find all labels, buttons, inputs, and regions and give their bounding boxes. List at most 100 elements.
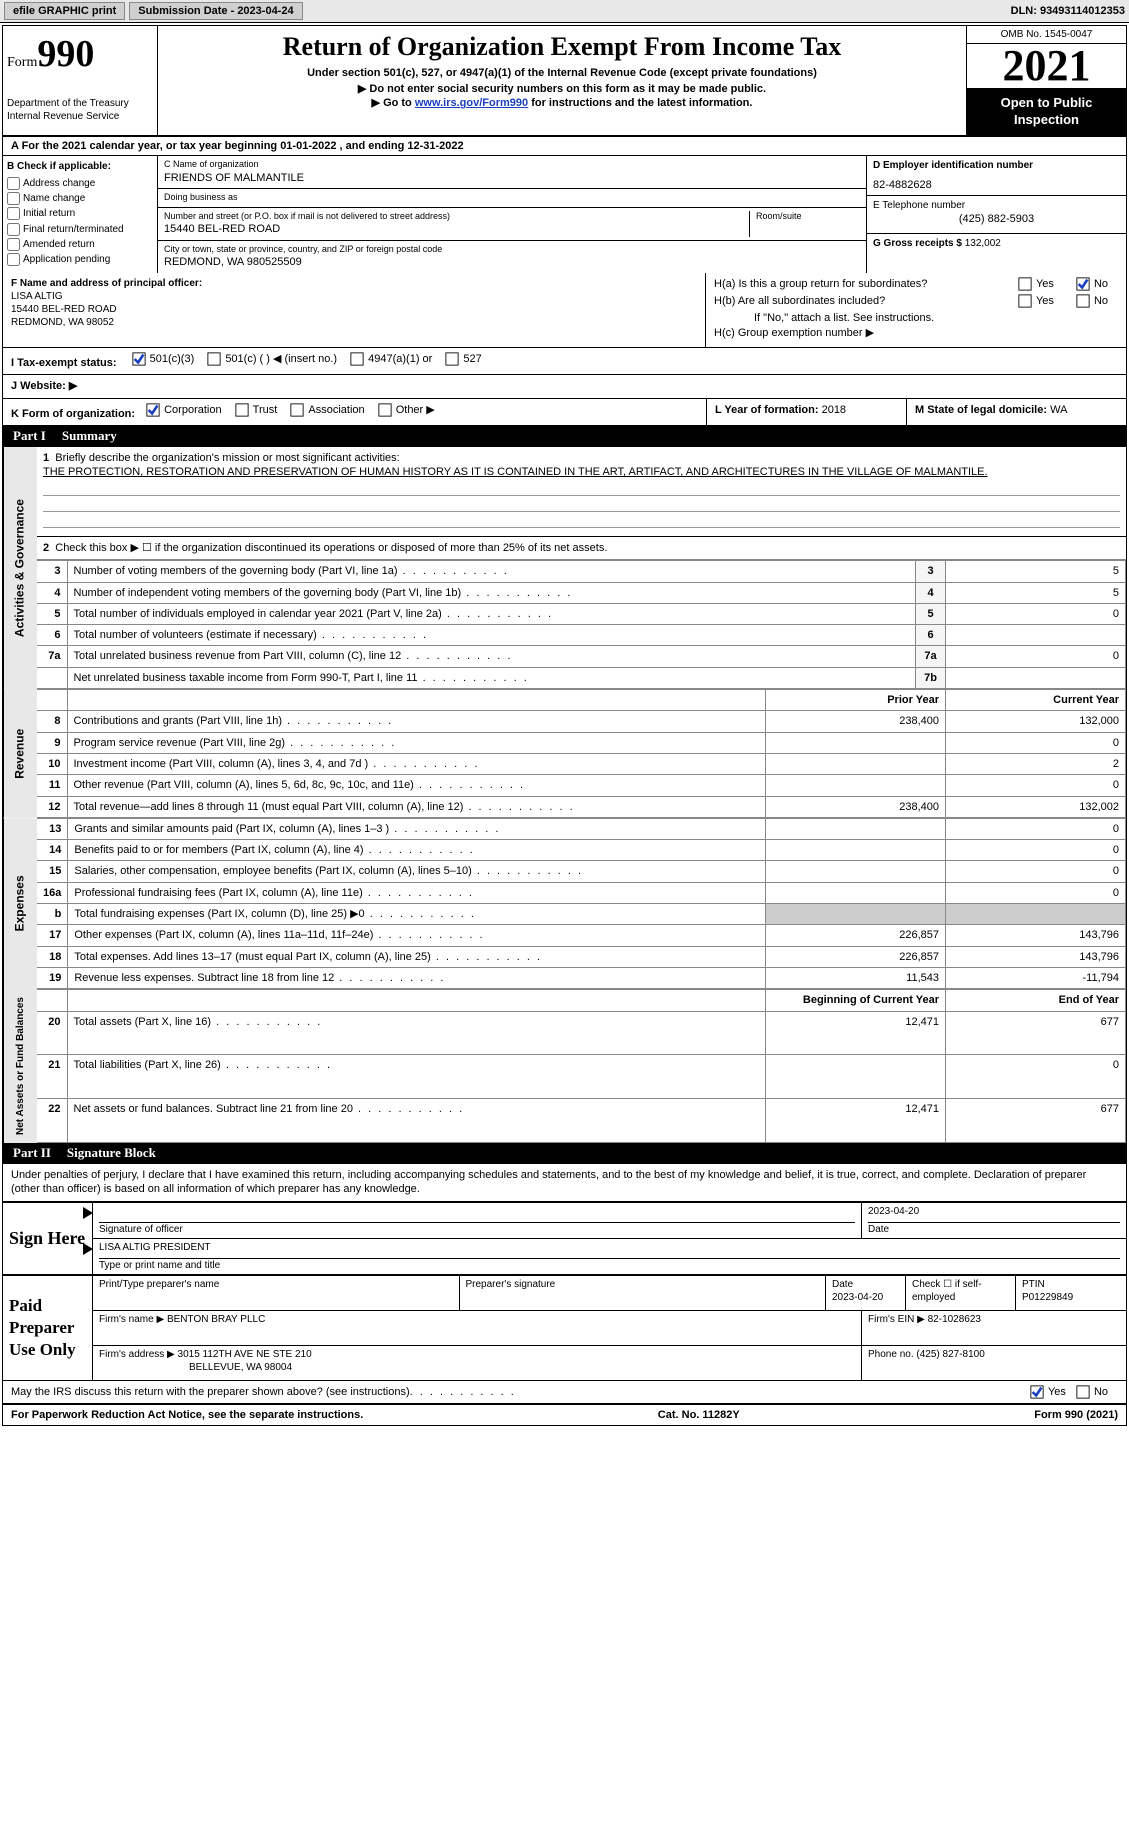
form-org-label: K Form of organization: bbox=[11, 408, 135, 420]
efile-print-button[interactable]: efile GRAPHIC print bbox=[4, 2, 125, 20]
chk-initial-return[interactable]: Initial return bbox=[7, 207, 153, 220]
form-title: Return of Organization Exempt From Incom… bbox=[166, 30, 958, 64]
revenue-section: Revenue Prior Year Current Year 8Contrib… bbox=[3, 689, 1126, 818]
officer-print-label: Type or print name and title bbox=[99, 1259, 1120, 1272]
mission-block: 1 Briefly describe the organization's mi… bbox=[37, 447, 1126, 537]
section-c-block: C Name of organization FRIENDS OF MALMAN… bbox=[158, 156, 866, 273]
arrow-icon bbox=[83, 1243, 93, 1255]
table-row: 7aTotal unrelated business revenue from … bbox=[37, 646, 1126, 667]
table-row: 10Investment income (Part VIII, column (… bbox=[37, 753, 1126, 774]
table-row: 6Total number of volunteers (estimate if… bbox=[37, 625, 1126, 646]
ssn-warning: ▶ Do not enter social security numbers o… bbox=[166, 82, 958, 96]
street-value: 15440 BEL-RED ROAD bbox=[164, 222, 743, 236]
chk-trust[interactable]: Trust bbox=[235, 403, 278, 417]
section-b-checkboxes: B Check if applicable: Address change Na… bbox=[3, 156, 158, 273]
fh-block: F Name and address of principal officer:… bbox=[3, 273, 1126, 348]
gross-receipts-label: G Gross receipts $ bbox=[873, 238, 962, 249]
table-row: 22Net assets or fund balances. Subtract … bbox=[37, 1099, 1126, 1143]
hb-no[interactable]: No bbox=[1076, 294, 1108, 308]
ha-yes[interactable]: Yes bbox=[1018, 277, 1054, 291]
chk-final-return[interactable]: Final return/terminated bbox=[7, 223, 153, 236]
form-number: 990 bbox=[37, 33, 94, 75]
chk-501c[interactable]: 501(c) ( ) ◀ (insert no.) bbox=[207, 352, 337, 366]
ein-value: 82-4882628 bbox=[873, 178, 1120, 192]
chk-association[interactable]: Association bbox=[290, 403, 364, 417]
website-label: J Website: ▶ bbox=[11, 380, 77, 392]
officer-addr2: REDMOND, WA 98052 bbox=[11, 316, 697, 329]
gross-receipts-value: 132,002 bbox=[965, 238, 1001, 249]
table-row: bTotal fundraising expenses (Part IX, co… bbox=[37, 904, 1126, 925]
firm-name: BENTON BRAY PLLC bbox=[167, 1314, 265, 1325]
chk-other[interactable]: Other ▶ bbox=[378, 403, 435, 417]
chk-name-change[interactable]: Name change bbox=[7, 192, 153, 205]
expenses-tab: Expenses bbox=[3, 818, 37, 989]
section-h-group: H(a) Is this a group return for subordin… bbox=[706, 273, 1126, 347]
form-number-block: Form990 Department of the Treasury Inter… bbox=[3, 26, 158, 135]
self-employed-check[interactable]: Check ☐ if self-employed bbox=[912, 1279, 982, 1303]
arrow-icon bbox=[83, 1207, 93, 1219]
discuss-no[interactable]: No bbox=[1076, 1385, 1108, 1399]
discuss-yes[interactable]: Yes bbox=[1030, 1385, 1066, 1399]
org-name: FRIENDS OF MALMANTILE bbox=[164, 171, 860, 185]
ha-label: H(a) Is this a group return for subordin… bbox=[714, 277, 927, 291]
year-formation: 2018 bbox=[822, 404, 846, 416]
signature-officer-label: Signature of officer bbox=[99, 1223, 855, 1236]
firm-addr1: 3015 112TH AVE NE STE 210 bbox=[178, 1349, 312, 1360]
officer-label: F Name and address of principal officer: bbox=[11, 277, 697, 290]
sign-here-block: Sign Here Signature of officer 2023-04-2… bbox=[3, 1202, 1126, 1275]
table-row: 16aProfessional fundraising fees (Part I… bbox=[37, 882, 1126, 903]
ha-no[interactable]: No bbox=[1076, 277, 1108, 291]
department-label: Department of the Treasury Internal Reve… bbox=[7, 97, 153, 123]
current-year-header: Current Year bbox=[946, 690, 1126, 711]
paid-preparer-label: Paid Preparer Use Only bbox=[3, 1276, 93, 1380]
section-i-row: I Tax-exempt status: 501(c)(3) 501(c) ( … bbox=[3, 348, 1126, 375]
governance-section: Activities & Governance 1 Briefly descri… bbox=[3, 447, 1126, 689]
irs-discuss-row: May the IRS discuss this return with the… bbox=[3, 1381, 1126, 1404]
chk-amended-return[interactable]: Amended return bbox=[7, 238, 153, 251]
officer-name: LISA ALTIG bbox=[11, 290, 697, 303]
prior-year-header: Prior Year bbox=[766, 690, 946, 711]
paperwork-notice: For Paperwork Reduction Act Notice, see … bbox=[11, 1408, 363, 1422]
firm-addr2: BELLEVUE, WA 98004 bbox=[99, 1362, 292, 1373]
telephone-label: E Telephone number bbox=[873, 199, 1120, 212]
chk-527[interactable]: 527 bbox=[445, 352, 481, 366]
room-label: Room/suite bbox=[756, 211, 860, 223]
chk-address-change[interactable]: Address change bbox=[7, 177, 153, 190]
part-2-header: Part II Signature Block bbox=[3, 1143, 1126, 1164]
officer-print-name: LISA ALTIG PRESIDENT bbox=[99, 1241, 1120, 1259]
form-word: Form bbox=[7, 55, 37, 70]
revenue-table: Prior Year Current Year 8Contributions a… bbox=[37, 689, 1126, 818]
sign-date-label: Date bbox=[868, 1223, 1120, 1236]
table-row: 8Contributions and grants (Part VIII, li… bbox=[37, 711, 1126, 732]
table-row: 11Other revenue (Part VIII, column (A), … bbox=[37, 775, 1126, 796]
city-label: City or town, state or province, country… bbox=[164, 244, 860, 256]
hb-yes[interactable]: Yes bbox=[1018, 294, 1054, 308]
mission-text: THE PROTECTION, RESTORATION AND PRESERVA… bbox=[43, 465, 1120, 479]
table-row: 18Total expenses. Add lines 13–17 (must … bbox=[37, 946, 1126, 967]
tax-exempt-label: I Tax-exempt status: bbox=[11, 357, 117, 369]
governance-table: 3Number of voting members of the governi… bbox=[37, 560, 1126, 689]
form-header: Form990 Department of the Treasury Inter… bbox=[3, 26, 1126, 137]
hb-label: H(b) Are all subordinates included? bbox=[714, 294, 885, 308]
irs-form990-link[interactable]: www.irs.gov/Form990 bbox=[415, 97, 528, 109]
table-row: 3Number of voting members of the governi… bbox=[37, 561, 1126, 582]
expenses-table: 13Grants and similar amounts paid (Part … bbox=[37, 818, 1126, 989]
chk-application-pending[interactable]: Application pending bbox=[7, 253, 153, 266]
eoy-header: End of Year bbox=[946, 990, 1126, 1011]
ptin-value: P01229849 bbox=[1022, 1292, 1073, 1303]
submission-date-button[interactable]: Submission Date - 2023-04-24 bbox=[129, 2, 302, 20]
firm-ein: 82-1028623 bbox=[928, 1314, 981, 1325]
form-990-container: Form990 Department of the Treasury Inter… bbox=[2, 25, 1127, 1426]
chk-4947a1[interactable]: 4947(a)(1) or bbox=[350, 352, 432, 366]
net-assets-tab: Net Assets or Fund Balances bbox=[3, 989, 37, 1143]
cat-no: Cat. No. 11282Y bbox=[658, 1408, 740, 1422]
omb-year-block: OMB No. 1545-0047 2021 Open to Public In… bbox=[966, 26, 1126, 135]
form-page-label: Form 990 (2021) bbox=[1034, 1408, 1118, 1422]
section-l: L Year of formation: 2018 bbox=[706, 399, 906, 425]
officer-addr1: 15440 BEL-RED ROAD bbox=[11, 303, 697, 316]
table-row: 17Other expenses (Part IX, column (A), l… bbox=[37, 925, 1126, 946]
chk-501c3[interactable]: 501(c)(3) bbox=[132, 352, 195, 366]
chk-corporation[interactable]: Corporation bbox=[146, 403, 221, 417]
dln-label: DLN: 93493114012353 bbox=[1011, 4, 1125, 18]
paid-preparer-block: Paid Preparer Use Only Print/Type prepar… bbox=[3, 1275, 1126, 1381]
